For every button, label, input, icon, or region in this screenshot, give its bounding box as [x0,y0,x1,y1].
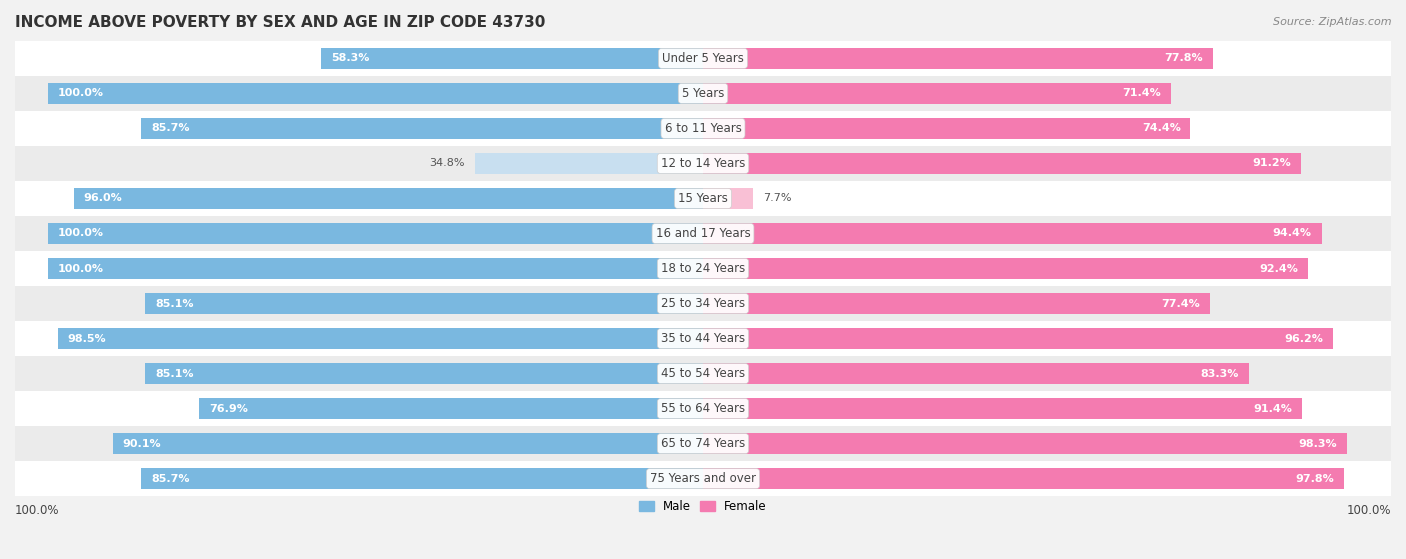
Text: 98.5%: 98.5% [67,334,105,344]
Bar [15,111,1391,146]
Bar [703,433,1347,454]
Bar [703,222,1322,244]
Bar [15,356,1391,391]
Legend: Male, Female: Male, Female [634,495,772,518]
Bar [15,391,1391,426]
Text: 55 to 64 Years: 55 to 64 Years [661,402,745,415]
Text: 77.8%: 77.8% [1164,54,1204,63]
Text: 98.3%: 98.3% [1299,439,1337,449]
Text: 96.2%: 96.2% [1285,334,1323,344]
Bar [15,286,1391,321]
Text: 5 Years: 5 Years [682,87,724,100]
Bar [15,251,1391,286]
Bar [703,153,1301,174]
Text: INCOME ABOVE POVERTY BY SEX AND AGE IN ZIP CODE 43730: INCOME ABOVE POVERTY BY SEX AND AGE IN Z… [15,15,546,30]
Text: 12 to 14 Years: 12 to 14 Years [661,157,745,170]
Text: 90.1%: 90.1% [122,439,162,449]
Bar [703,117,1191,139]
Bar [703,397,1302,419]
Text: 100.0%: 100.0% [15,504,59,517]
Bar [48,222,703,244]
Text: 94.4%: 94.4% [1272,229,1312,239]
Bar [75,188,703,209]
Bar [145,363,703,385]
Bar [112,433,703,454]
Text: 45 to 54 Years: 45 to 54 Years [661,367,745,380]
Text: 91.2%: 91.2% [1251,158,1291,168]
Text: 85.7%: 85.7% [152,473,190,484]
Text: 85.1%: 85.1% [155,368,194,378]
Text: 92.4%: 92.4% [1260,263,1299,273]
Text: 6 to 11 Years: 6 to 11 Years [665,122,741,135]
Text: 76.9%: 76.9% [209,404,247,414]
Bar [142,117,703,139]
Text: 77.4%: 77.4% [1161,299,1201,309]
Text: 58.3%: 58.3% [330,54,370,63]
Text: 15 Years: 15 Years [678,192,728,205]
Bar [15,426,1391,461]
Bar [703,188,754,209]
Bar [58,328,703,349]
Text: 71.4%: 71.4% [1122,88,1161,98]
Bar [703,363,1249,385]
Bar [703,293,1211,314]
Bar [703,258,1309,280]
Text: 34.8%: 34.8% [430,158,465,168]
Text: 100.0%: 100.0% [1347,504,1391,517]
Bar [15,76,1391,111]
Text: 100.0%: 100.0% [58,88,104,98]
Text: 18 to 24 Years: 18 to 24 Years [661,262,745,275]
Bar [15,321,1391,356]
Bar [145,293,703,314]
Text: Under 5 Years: Under 5 Years [662,52,744,65]
Bar [475,153,703,174]
Bar [15,461,1391,496]
Bar [703,48,1213,69]
Text: 65 to 74 Years: 65 to 74 Years [661,437,745,450]
Text: 85.1%: 85.1% [155,299,194,309]
Bar [15,41,1391,76]
Bar [321,48,703,69]
Bar [200,397,703,419]
Bar [48,83,703,105]
Bar [15,146,1391,181]
Bar [703,468,1344,490]
Text: 35 to 44 Years: 35 to 44 Years [661,332,745,345]
Text: 75 Years and over: 75 Years and over [650,472,756,485]
Bar [142,468,703,490]
Text: 100.0%: 100.0% [58,263,104,273]
Text: 91.4%: 91.4% [1253,404,1292,414]
Text: 85.7%: 85.7% [152,124,190,134]
Bar [15,181,1391,216]
Text: 25 to 34 Years: 25 to 34 Years [661,297,745,310]
Text: 100.0%: 100.0% [58,229,104,239]
Bar [15,216,1391,251]
Text: 83.3%: 83.3% [1201,368,1239,378]
Text: Source: ZipAtlas.com: Source: ZipAtlas.com [1274,17,1392,27]
Bar [703,83,1171,105]
Text: 7.7%: 7.7% [763,193,792,203]
Bar [703,328,1333,349]
Text: 96.0%: 96.0% [84,193,122,203]
Text: 97.8%: 97.8% [1295,473,1334,484]
Bar [48,258,703,280]
Text: 16 and 17 Years: 16 and 17 Years [655,227,751,240]
Text: 74.4%: 74.4% [1142,124,1181,134]
